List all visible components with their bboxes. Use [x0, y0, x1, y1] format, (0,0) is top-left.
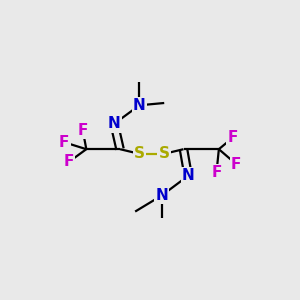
Text: N: N	[155, 188, 168, 203]
Text: N: N	[108, 116, 121, 131]
Text: S: S	[159, 146, 170, 161]
Text: F: F	[228, 130, 238, 145]
Text: F: F	[59, 135, 69, 150]
Text: N: N	[182, 168, 194, 183]
Text: F: F	[231, 157, 242, 172]
Text: N: N	[133, 98, 146, 113]
Text: F: F	[78, 123, 88, 138]
Text: F: F	[211, 165, 222, 180]
Text: S: S	[134, 146, 145, 161]
Text: F: F	[64, 154, 74, 169]
